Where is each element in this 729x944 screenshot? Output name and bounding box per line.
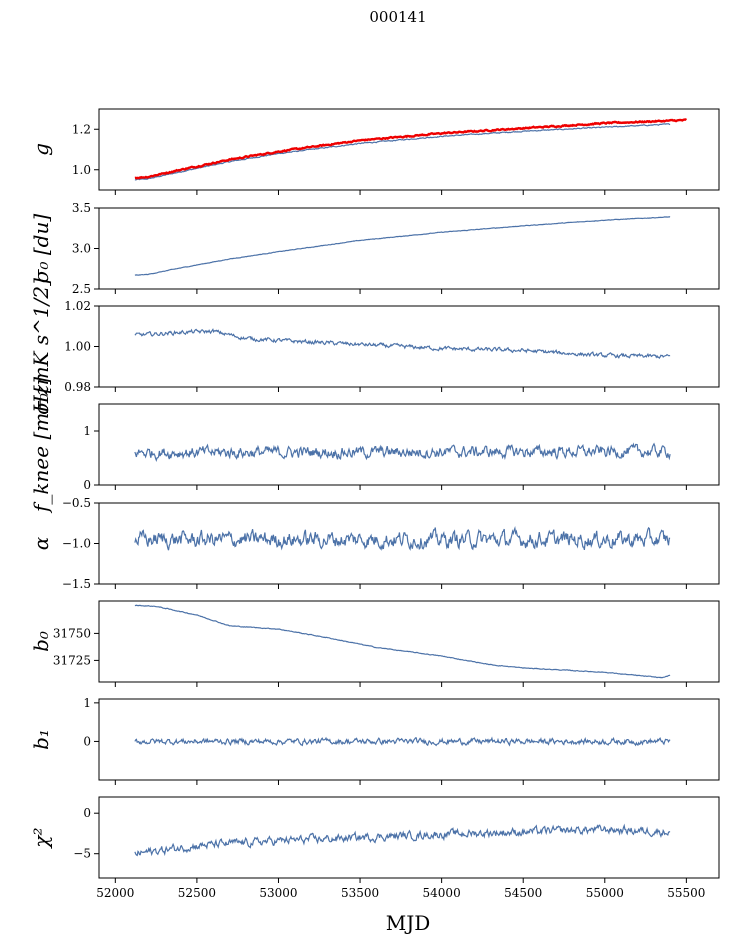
y-tick-label: 0 (83, 806, 91, 820)
y-tick-label: 0.98 (64, 380, 91, 394)
y-tick-label: 1.02 (64, 299, 91, 313)
y-tick-label: 1.2 (72, 122, 91, 136)
axes-frame (98, 108, 720, 191)
x-tick-label: 55000 (586, 886, 624, 900)
series-line-0 (134, 604, 671, 679)
axes-frame (98, 305, 720, 388)
y-axis-label-g: g (29, 143, 53, 156)
series-line-0 (134, 526, 671, 552)
y-axis-label-alpha: α (29, 536, 53, 550)
y-tick-label: 1.0 (72, 163, 91, 177)
panel-alpha: −1.5 −1.0 −0.5 α (29, 496, 720, 591)
x-tick-label: 52500 (178, 886, 216, 900)
series-line-0 (134, 216, 671, 276)
series-line-0 (134, 442, 671, 462)
y-axis-label-b0: b₀ (29, 631, 53, 652)
series-line-0 (134, 328, 671, 360)
series-line-0 (134, 736, 671, 747)
series-line-0 (134, 123, 671, 181)
axes-frame (98, 698, 720, 781)
figure-title-text: 000141 (369, 8, 426, 26)
y-axis-label-fknee: f_knee [mHz] (29, 377, 53, 514)
y-tick-label: −0.5 (62, 496, 91, 510)
y-tick-label: −1.0 (62, 537, 91, 551)
panel-fknee: 0 1 f_knee [mHz] (29, 377, 720, 514)
y-tick-label: −5 (73, 847, 91, 861)
axes-frame (98, 502, 720, 585)
y-tick-label: 1 (83, 424, 91, 438)
series-line-1 (134, 118, 688, 180)
y-axis-label-sigma0-mk: σ₀[mK s^1/2] (29, 278, 53, 415)
x-axis-label: MJD (386, 911, 431, 935)
panel-sigma0-du: 2.5 3.0 3.5 σ₀ [du] (29, 201, 720, 296)
axes-frame (98, 600, 720, 683)
y-tick-label: 0 (83, 478, 91, 492)
x-tick-label: 54000 (423, 886, 461, 900)
y-tick-label: 1 (83, 696, 91, 710)
y-tick-label: 2.5 (72, 282, 91, 296)
panel-chi2: 52000 52500 53000 53500 54000 54500 55000 55500… (29, 796, 720, 900)
y-tick-label: 31750 (53, 626, 91, 640)
x-tick-label: 55500 (667, 886, 705, 900)
x-tick-label: 54500 (504, 886, 542, 900)
x-tick-label: 53000 (259, 886, 297, 900)
panel-b1: 0 1 b₁ (29, 696, 720, 785)
axes-frame (98, 403, 720, 486)
y-axis-label-b1: b₁ (29, 729, 53, 750)
y-tick-label: −1.5 (62, 577, 91, 591)
axes-frame (98, 207, 720, 290)
panel-g: 1.0 1.2 g (29, 108, 720, 195)
x-tick-label: 53500 (341, 886, 379, 900)
y-tick-label: 3.5 (72, 201, 91, 215)
y-axis-label-chi2: χ² (29, 827, 53, 849)
y-tick-label: 0 (83, 734, 91, 748)
y-tick-label: 3.0 (72, 242, 91, 256)
y-axis-label-sigma0-du: σ₀ [du] (29, 214, 53, 284)
y-tick-label: 31725 (53, 653, 91, 667)
x-tick-label: 52000 (96, 886, 134, 900)
series-line-0 (134, 823, 671, 857)
panel-sigma0-mk: 0.98 1.00 1.02 σ₀[mK s^1/2] (29, 278, 720, 415)
y-tick-label: 1.00 (64, 340, 91, 354)
axes-frame (98, 796, 720, 879)
